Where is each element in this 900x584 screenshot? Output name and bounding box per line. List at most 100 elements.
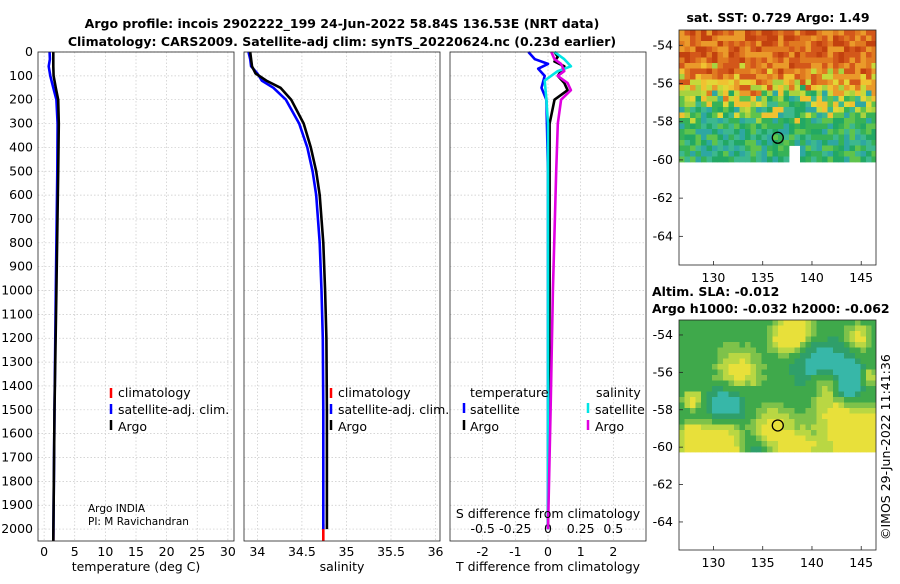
map-cell [706,90,713,97]
map-cell [800,424,806,431]
map-cell [750,397,757,403]
map-cell [783,46,790,53]
map-cell [767,85,773,91]
map-cell [712,386,718,392]
map-cell [761,364,768,370]
map-cell [827,63,834,69]
map-cell [855,430,861,436]
map-cell [728,402,735,409]
map-cell [739,129,746,135]
map-cell [684,397,691,403]
map-cell [855,397,861,403]
map-cell [712,402,718,409]
map-cell [756,35,762,42]
map-cell [745,156,751,163]
map-cell [811,107,817,113]
x-tick-label: 25 [189,544,205,559]
map-cell [789,364,795,370]
map-cell [805,320,812,326]
map-cell [761,391,768,398]
map-cell [690,35,696,42]
map-cell [778,325,784,332]
map-cell [800,35,806,42]
map-cell [811,430,817,436]
map-cell [717,107,724,113]
map-cell [811,446,817,453]
map-cell [679,118,685,124]
s-tick-label: -0.25 [499,521,531,536]
map-cell [712,129,718,135]
map-cell [833,145,839,152]
map-cell [849,112,856,119]
map-cell [871,391,876,398]
map-cell [822,347,828,354]
map-cell [701,419,707,425]
map-cell [690,96,696,102]
map-cell [789,57,795,64]
map-cell [728,41,735,47]
map-cell [778,107,784,113]
map-cell [811,63,817,69]
map-cell [789,441,795,447]
y-tick-label: 1500 [1,402,33,417]
map-cell [723,369,729,376]
map-cell [690,369,696,376]
difference-legend-temperature: temperature satellite Argo [462,385,549,434]
map-cell [701,369,707,376]
map-cell [816,336,823,343]
map-cell [734,123,740,130]
map-cell [783,397,790,403]
map-cell [794,342,801,348]
map-cell [778,369,784,376]
map-cell [772,380,779,387]
map-cell [838,156,845,163]
y-tick-label: 1000 [1,283,33,298]
map-cell [827,151,834,157]
map-cell [822,79,828,86]
map-cell [827,331,834,337]
map-cell [701,336,707,343]
map-cell [679,441,685,447]
legend-t-argo-label: Argo [470,419,499,434]
map-cell [866,129,872,135]
map-cell [684,151,691,157]
map-cell [866,145,872,152]
map-cell [844,446,850,453]
map-cell [728,96,735,102]
map-cell [783,79,790,86]
map-cell [750,107,757,113]
map-cell [838,134,845,141]
map-cell [816,30,823,36]
map-cell [761,151,768,157]
map-cell [833,424,839,431]
map-cell [811,96,817,102]
s-tick-label: -0.5 [470,521,494,536]
map-cell [833,413,839,420]
map-cell [690,336,696,343]
map-cell [811,413,817,420]
map-cell [789,96,795,102]
salinity-xlabel: salinity [320,559,365,574]
map-cell [734,57,740,64]
map-cell [745,30,751,36]
map-cell [778,435,784,442]
map-cell [728,386,735,392]
map-cell [750,134,757,141]
map-cell [855,347,861,354]
map-cell [767,151,773,157]
map-cell [794,402,801,409]
map-cell [717,419,724,425]
map-cell [822,430,828,436]
map-cell [805,380,812,387]
map-cell [739,424,746,431]
map-cell [734,375,740,381]
map-cell [679,79,685,86]
map-cell [750,419,757,425]
map-cell [767,347,773,354]
map-cell [822,424,828,431]
map-cell [805,57,812,64]
map-cell [767,358,773,365]
map-cell [822,391,828,398]
map-cell [833,336,839,343]
map-cell [805,336,812,343]
